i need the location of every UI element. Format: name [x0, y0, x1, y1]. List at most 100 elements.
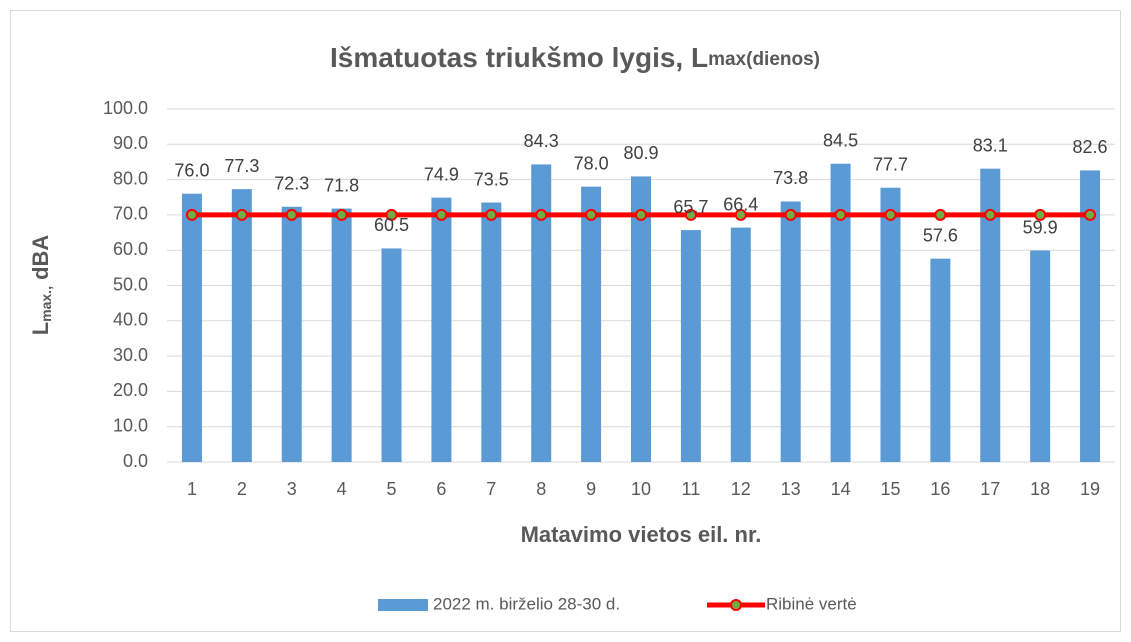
line-marker: [585, 208, 598, 221]
line-marker: [784, 208, 797, 221]
y-tick-label: 0.0: [123, 451, 148, 471]
bar: [930, 258, 951, 462]
x-tick-label: 18: [1030, 479, 1050, 499]
data-label: 82.6: [1073, 137, 1108, 157]
bar: [880, 187, 901, 462]
legend-label: 2022 m. birželio 28-30 d.: [433, 594, 620, 613]
bar: [980, 168, 1001, 463]
chart-title: Išmatuotas triukšmo lygis, Lmax(dienos): [330, 42, 820, 73]
legend-swatch: [378, 599, 428, 611]
x-tick-label: 3: [287, 479, 297, 499]
data-label: 77.7: [873, 154, 908, 174]
line-marker: [884, 208, 897, 221]
line-marker: [335, 208, 348, 221]
x-axis-label: Matavimo vietos eil. nr.: [521, 522, 762, 547]
line-marker: [435, 208, 448, 221]
y-tick-label: 50.0: [113, 274, 148, 294]
y-tick-label: 100.0: [103, 98, 148, 118]
x-tick-label: 7: [486, 479, 496, 499]
y-tick-label: 40.0: [113, 310, 148, 330]
legend-marker: [730, 599, 742, 611]
y-tick-label: 90.0: [113, 133, 148, 153]
y-axis-label: Lmax., dBA: [28, 235, 54, 336]
bar: [680, 230, 701, 462]
bar: [581, 186, 602, 462]
data-label: 77.3: [224, 156, 259, 176]
line-marker: [1084, 208, 1097, 221]
y-tick-label: 10.0: [113, 415, 148, 435]
line-marker: [984, 208, 997, 221]
bar: [730, 227, 751, 462]
bar: [481, 202, 502, 463]
data-label: 59.9: [1023, 217, 1058, 237]
data-label: 80.9: [623, 143, 658, 163]
bar: [431, 197, 452, 462]
x-tick-label: 13: [781, 479, 801, 499]
y-label-main: L: [28, 322, 53, 335]
line-marker: [934, 208, 947, 221]
data-label: 84.5: [823, 130, 858, 150]
data-label: 76.0: [174, 160, 209, 180]
data-label: 78.0: [574, 153, 609, 173]
bar: [1080, 170, 1101, 462]
x-tick-label: 17: [980, 479, 1000, 499]
data-label: 73.8: [773, 168, 808, 188]
line-marker: [235, 208, 248, 221]
line-marker: [834, 208, 847, 221]
bar: [181, 193, 202, 462]
line-marker: [485, 208, 498, 221]
x-tick-label: 6: [436, 479, 446, 499]
y-tick-label: 80.0: [113, 168, 148, 188]
x-tick-label: 19: [1080, 479, 1100, 499]
legend-label: Ribinė vertė: [766, 594, 857, 613]
bar: [830, 163, 851, 462]
x-tick-label: 8: [536, 479, 546, 499]
y-tick-label: 30.0: [113, 345, 148, 365]
data-label: 74.9: [424, 164, 459, 184]
bar: [381, 248, 402, 462]
bar: [780, 201, 801, 462]
x-tick-label: 16: [930, 479, 950, 499]
line-marker: [185, 208, 198, 221]
data-label: 84.3: [524, 131, 559, 151]
line-marker: [385, 208, 398, 221]
line-marker: [635, 208, 647, 221]
data-label: 71.8: [324, 175, 359, 195]
line-marker: [535, 208, 548, 221]
data-label: 65.7: [673, 197, 708, 217]
bar: [1030, 250, 1051, 462]
data-label: 73.5: [474, 169, 509, 189]
title-suffix: max(dienos): [708, 49, 820, 70]
x-tick-label: 4: [337, 479, 347, 499]
line-marker: [734, 208, 747, 221]
x-tick-label: 2: [237, 479, 247, 499]
bar: [331, 208, 352, 462]
data-label: 72.3: [274, 174, 309, 194]
title-main: Išmatuotas triukšmo lygis, L: [330, 42, 708, 73]
line-marker: [285, 208, 298, 221]
bar: [231, 189, 252, 463]
data-label: 60.5: [374, 215, 409, 235]
x-tick-label: 15: [880, 479, 900, 499]
x-tick-label: 12: [731, 479, 751, 499]
data-label: 66.4: [723, 194, 758, 214]
line-marker: [1034, 208, 1047, 221]
y-tick-label: 20.0: [113, 380, 148, 400]
line-marker: [684, 208, 697, 221]
data-label: 57.6: [923, 225, 958, 245]
x-tick-label: 14: [831, 479, 851, 499]
x-tick-label: 10: [631, 479, 651, 499]
x-tick-label: 5: [387, 479, 397, 499]
y-tick-label: 60.0: [113, 239, 148, 259]
y-tick-label: 70.0: [113, 204, 148, 224]
bar: [531, 164, 552, 462]
x-tick-label: 1: [187, 479, 197, 499]
bar: [631, 176, 651, 462]
bar: [281, 206, 302, 462]
data-label: 83.1: [973, 135, 1008, 155]
y-label-suffix: dBA: [28, 235, 53, 286]
x-tick-label: 9: [586, 479, 596, 499]
y-label-sub: max.,: [38, 286, 54, 322]
x-tick-label: 11: [682, 479, 701, 499]
